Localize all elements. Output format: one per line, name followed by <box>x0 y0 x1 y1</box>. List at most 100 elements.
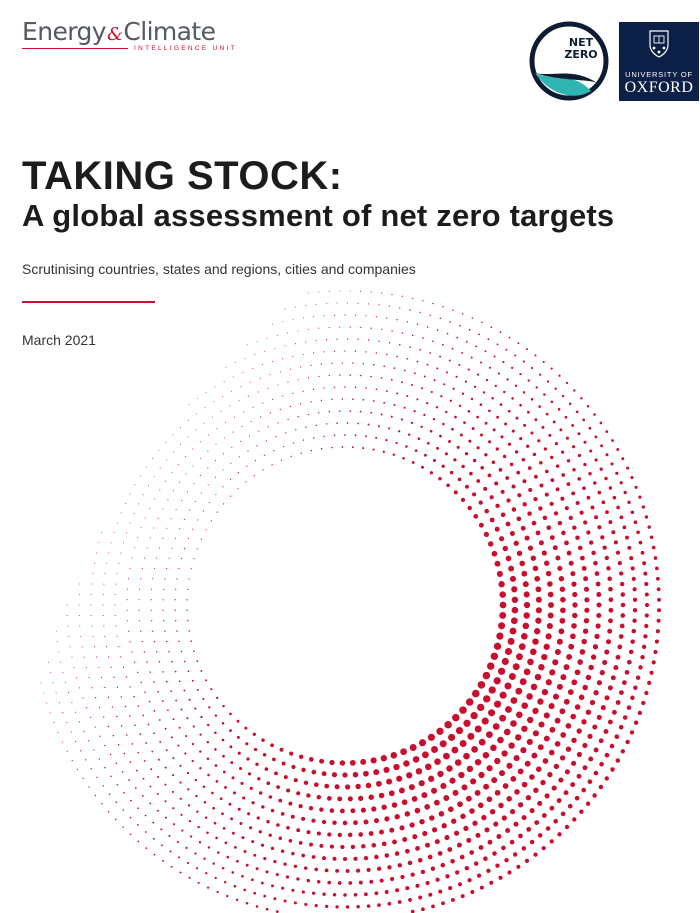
halftone-dot <box>590 654 597 660</box>
halftone-dot <box>102 614 104 617</box>
halftone-dot <box>379 829 384 835</box>
halftone-dot <box>304 902 308 906</box>
net-zero-badge: NET ZERO <box>529 21 609 101</box>
halftone-dot <box>365 387 367 389</box>
halftone-dot <box>271 884 274 888</box>
halftone-dot <box>285 432 287 434</box>
halftone-dot <box>447 806 454 813</box>
halftone-dot <box>151 458 153 459</box>
halftone-dot <box>380 755 387 762</box>
halftone-dot <box>428 892 433 897</box>
halftone-dot <box>416 360 419 363</box>
halftone-dot <box>442 422 445 426</box>
halftone-dot <box>439 740 447 748</box>
halftone-dot <box>217 851 220 854</box>
halftone-dot <box>499 691 507 699</box>
halftone-dot <box>655 566 659 571</box>
halftone-dot <box>243 888 247 892</box>
halftone-dot <box>370 411 373 414</box>
halftone-dot <box>509 839 515 845</box>
halftone-dot <box>354 314 357 316</box>
halftone-dot <box>642 561 647 566</box>
halftone-dot <box>410 421 414 425</box>
halftone-dot <box>484 350 487 353</box>
halftone-dot <box>261 805 265 809</box>
eciu-logo-underline <box>22 48 128 49</box>
halftone-dot <box>332 893 337 897</box>
halftone-dot <box>137 705 140 707</box>
halftone-dot <box>502 783 509 789</box>
eciu-logo-ampersand: & <box>106 24 123 45</box>
halftone-dot <box>86 707 88 709</box>
halftone-dot <box>171 660 173 663</box>
halftone-dot <box>458 363 461 366</box>
halftone-dot <box>248 395 250 397</box>
halftone-dot <box>383 766 390 773</box>
halftone-dot <box>378 340 380 342</box>
halftone-dot <box>594 435 598 439</box>
halftone-dot <box>406 321 409 323</box>
halftone-dot <box>438 476 442 481</box>
halftone-dot <box>319 807 324 812</box>
halftone-dot <box>493 642 502 650</box>
halftone-dot <box>348 881 353 885</box>
halftone-dot <box>98 758 100 760</box>
halftone-dot <box>248 435 251 437</box>
halftone-dot <box>626 659 632 665</box>
halftone-dot <box>129 567 131 569</box>
halftone-dot <box>56 641 58 643</box>
halftone-dot <box>188 876 191 879</box>
halftone-dot <box>457 882 463 887</box>
halftone-dot <box>195 794 198 798</box>
halftone-dot <box>238 766 243 771</box>
halftone-dot <box>467 410 471 413</box>
halftone-dot <box>576 773 582 779</box>
halftone-dot <box>507 442 512 446</box>
halftone-dot <box>547 771 553 778</box>
halftone-dot <box>581 565 587 571</box>
halftone-dot <box>245 742 249 746</box>
halftone-dot <box>409 309 411 311</box>
halftone-dot <box>215 443 217 445</box>
halftone-dot <box>464 380 467 383</box>
halftone-dot <box>565 746 572 752</box>
halftone-dot <box>245 481 247 483</box>
halftone-dot <box>188 630 190 632</box>
halftone-dot <box>509 575 517 582</box>
halftone-dot <box>215 780 219 783</box>
halftone-dot <box>376 866 382 871</box>
halftone-dot <box>382 450 385 453</box>
halftone-dot <box>412 834 418 840</box>
halftone-dot <box>238 400 240 402</box>
halftone-dot <box>534 820 540 826</box>
halftone-dot <box>230 761 234 765</box>
halftone-dot <box>370 327 372 329</box>
halftone-dot <box>326 796 332 801</box>
halftone-dot <box>434 799 440 806</box>
halftone-dot <box>506 498 511 503</box>
halftone-dot <box>335 868 340 873</box>
halftone-dot <box>498 468 503 472</box>
halftone-dot <box>435 877 440 882</box>
halftone-dot <box>593 747 599 753</box>
halftone-dot <box>243 850 247 853</box>
halftone-dot <box>168 557 170 559</box>
halftone-dot <box>292 319 294 321</box>
halftone-dot <box>178 856 181 859</box>
halftone-dot <box>489 495 494 500</box>
halftone-dot <box>610 462 614 466</box>
halftone-dot <box>418 780 425 787</box>
halftone-dot <box>288 801 293 806</box>
halftone-dot <box>253 475 255 477</box>
halftone-dot <box>421 792 428 799</box>
halftone-dot <box>199 766 202 770</box>
halftone-dot <box>80 635 82 638</box>
halftone-dot <box>515 687 523 695</box>
halftone-dot <box>493 677 501 685</box>
halftone-dot <box>251 840 255 844</box>
halftone-dot <box>546 380 550 383</box>
halftone-dot <box>172 434 174 436</box>
halftone-dot <box>283 899 287 903</box>
halftone-dot <box>413 372 416 375</box>
halftone-dot <box>622 715 628 720</box>
